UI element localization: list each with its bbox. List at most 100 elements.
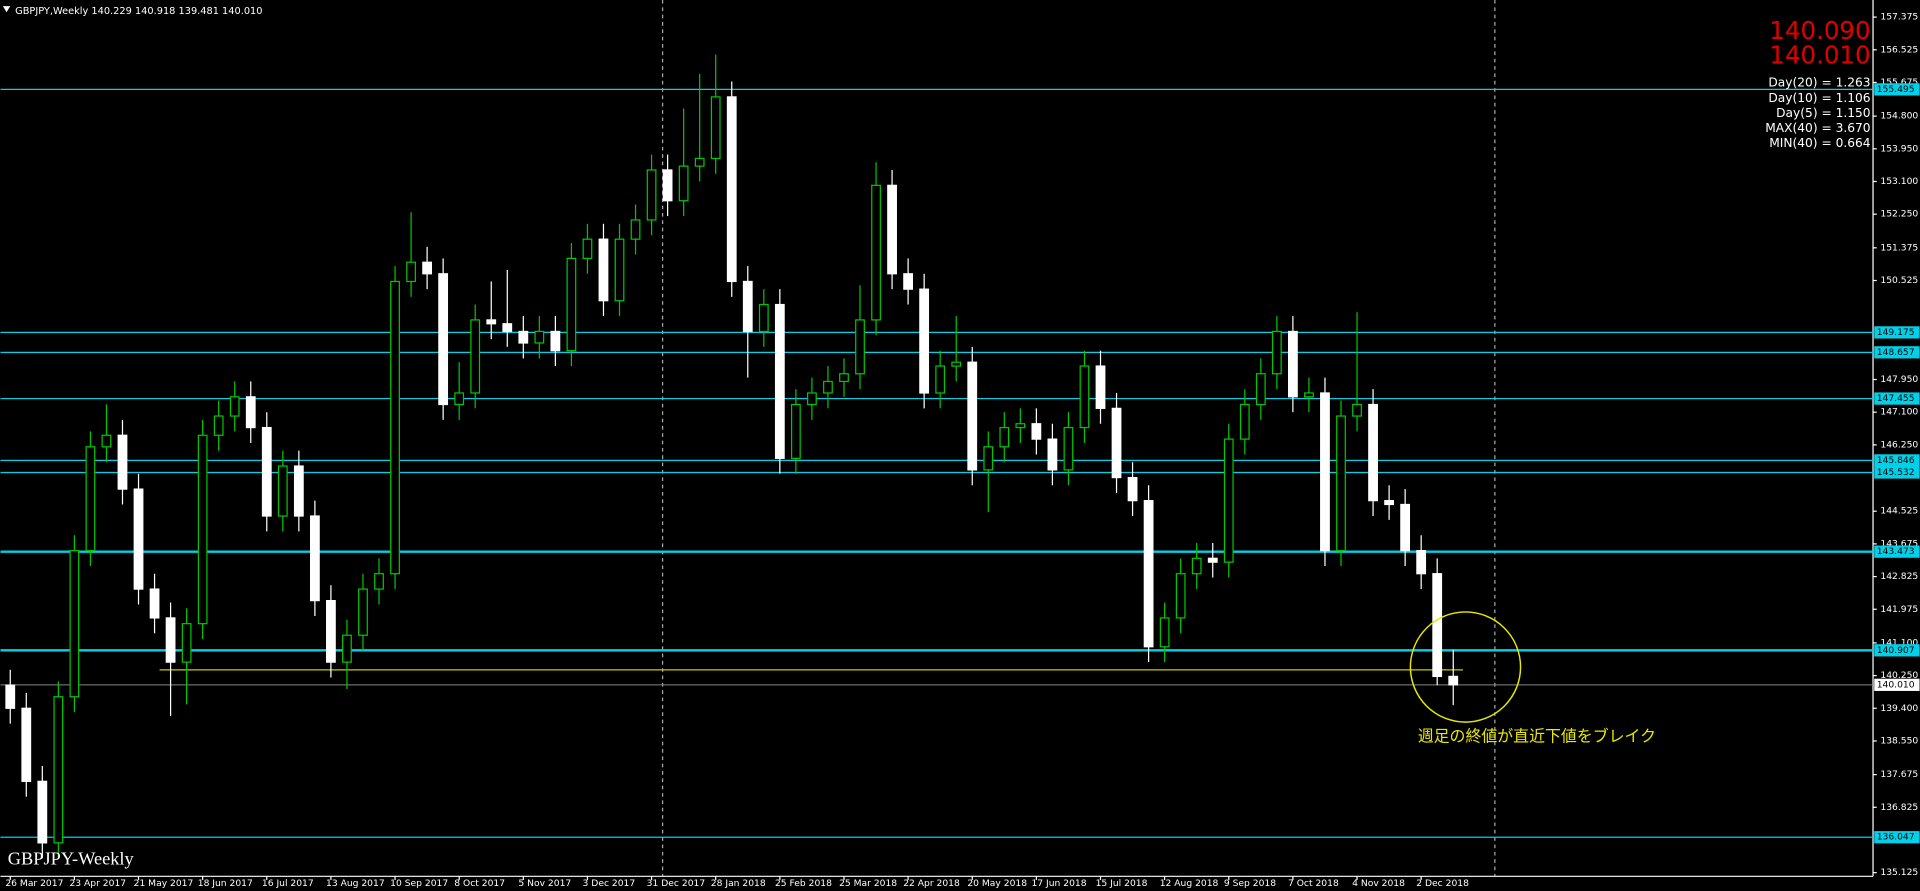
candle-body [1239, 403, 1250, 440]
y-tick-label: 147.100 [1880, 407, 1918, 418]
candle-body [277, 465, 288, 517]
candle-body [758, 303, 769, 333]
quote-bid: 140.090 [1769, 16, 1870, 45]
candle-body [742, 280, 753, 333]
x-tick-label: 20 May 2018 [967, 878, 1027, 889]
candle-body [598, 238, 609, 302]
candle-body [582, 238, 593, 260]
candle-body [774, 303, 785, 459]
candle-body [999, 426, 1010, 448]
candle-body [1352, 403, 1362, 417]
candle-body [1432, 573, 1443, 678]
x-tick-label: 5 Nov 2017 [518, 878, 571, 889]
plot-area [0, 54, 1874, 859]
candle-body [1271, 330, 1282, 375]
y-tick-label: 150.525 [1880, 275, 1918, 286]
y-tick-label: 139.400 [1880, 703, 1918, 714]
level-label: 136.047 [1877, 832, 1915, 843]
candle-body [903, 273, 914, 290]
candle-body [1368, 403, 1378, 502]
candle-body [919, 288, 930, 394]
level-label: 143.473 [1877, 546, 1915, 557]
candle-body [566, 257, 577, 352]
candle-body [871, 184, 881, 321]
candle-body [390, 280, 400, 575]
candle-body [229, 396, 240, 417]
candle-body [165, 617, 176, 663]
y-tick-label: 140.250 [1880, 670, 1918, 681]
candle-body [374, 573, 384, 590]
candle-body [5, 684, 16, 709]
x-tick-label: 2 Dec 2018 [1416, 878, 1469, 889]
candle-body [358, 588, 368, 636]
y-tick-label: 153.950 [1880, 143, 1918, 154]
candle-body [197, 434, 208, 625]
candle-body [983, 446, 994, 471]
candle-body [678, 165, 689, 202]
x-tick-label: 13 Aug 2017 [326, 878, 385, 889]
candle-body [1191, 557, 1202, 575]
candle-body [790, 403, 801, 459]
candle-body [887, 184, 897, 275]
candle-body [1031, 423, 1042, 440]
level-tag [1874, 83, 1920, 96]
annotation: 週足の終値が直近下値をブレイク [1418, 726, 1656, 745]
candle-body [133, 488, 144, 590]
y-tick-label: 138.550 [1880, 735, 1918, 746]
candle-body [710, 96, 721, 160]
level-label: 148.657 [1877, 347, 1915, 358]
level-tag [1874, 326, 1920, 339]
candle-body [550, 330, 561, 352]
y-tick-label: 147.950 [1880, 374, 1918, 385]
candle-body [245, 396, 256, 429]
candle-body [534, 330, 545, 344]
info-line: Day(20) = 1.263 [1768, 76, 1870, 90]
level-tag [1874, 644, 1920, 657]
candle-body [309, 515, 320, 602]
level-tag [1874, 454, 1920, 467]
level-tag [1874, 831, 1920, 844]
candle-body [646, 169, 657, 221]
candle-body [726, 96, 737, 283]
candle-body [967, 361, 978, 471]
candle-body [1448, 675, 1459, 686]
y-tick-label: 144.525 [1880, 506, 1918, 517]
info-line: Day(5) = 1.150 [1776, 106, 1870, 120]
current-price-tag [1874, 678, 1920, 691]
x-tick-label: 8 Oct 2017 [454, 878, 505, 889]
y-tick-label: 146.250 [1880, 439, 1918, 450]
candle-body [1336, 415, 1346, 552]
x-tick-label: 25 Feb 2018 [775, 878, 832, 889]
candle-body [694, 157, 705, 167]
candle-body [1063, 426, 1074, 471]
y-tick-label: 142.825 [1880, 571, 1918, 582]
y-tick-label: 141.100 [1880, 637, 1918, 648]
x-tick-label: 10 Sep 2017 [390, 878, 448, 889]
x-tick-label: 16 Jul 2017 [262, 878, 314, 889]
info-line: Day(10) = 1.106 [1768, 91, 1870, 105]
candle-body [1207, 557, 1218, 563]
candle-body [1159, 617, 1170, 648]
y-tick-label: 136.825 [1880, 802, 1918, 813]
x-tick-label: 28 Jan 2018 [711, 878, 766, 889]
x-tick-label: 15 Jul 2018 [1096, 878, 1148, 889]
y-tick-label: 154.800 [1880, 111, 1918, 122]
candle-body [1127, 476, 1138, 502]
y-tick-label: 143.675 [1880, 538, 1918, 549]
candle-body [422, 261, 433, 275]
y-tick-label: 137.675 [1880, 769, 1918, 780]
y-tick-label: 153.100 [1880, 176, 1918, 187]
x-tick-label: 21 May 2017 [134, 878, 194, 889]
candle-body [261, 426, 272, 517]
candle-body [935, 365, 946, 394]
level-label: 155.495 [1877, 84, 1915, 95]
candle-body [951, 361, 962, 367]
candle-body [1015, 423, 1026, 429]
candle-body [53, 696, 64, 844]
candle-body [117, 434, 128, 490]
candle-body [293, 465, 304, 517]
candle-body [502, 323, 513, 333]
quote-ask: 140.010 [1769, 40, 1870, 69]
x-tick-label: 22 Apr 2018 [903, 878, 960, 889]
